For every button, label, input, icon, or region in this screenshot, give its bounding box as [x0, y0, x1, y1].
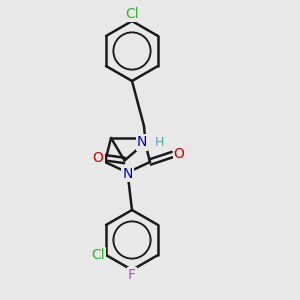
- Text: O: O: [174, 148, 184, 161]
- Text: Cl: Cl: [125, 7, 139, 21]
- Text: N: N: [137, 136, 147, 149]
- Text: N: N: [122, 167, 133, 181]
- Text: H: H: [154, 136, 164, 149]
- Text: F: F: [128, 268, 136, 282]
- Text: Cl: Cl: [92, 248, 105, 262]
- Text: O: O: [93, 151, 104, 164]
